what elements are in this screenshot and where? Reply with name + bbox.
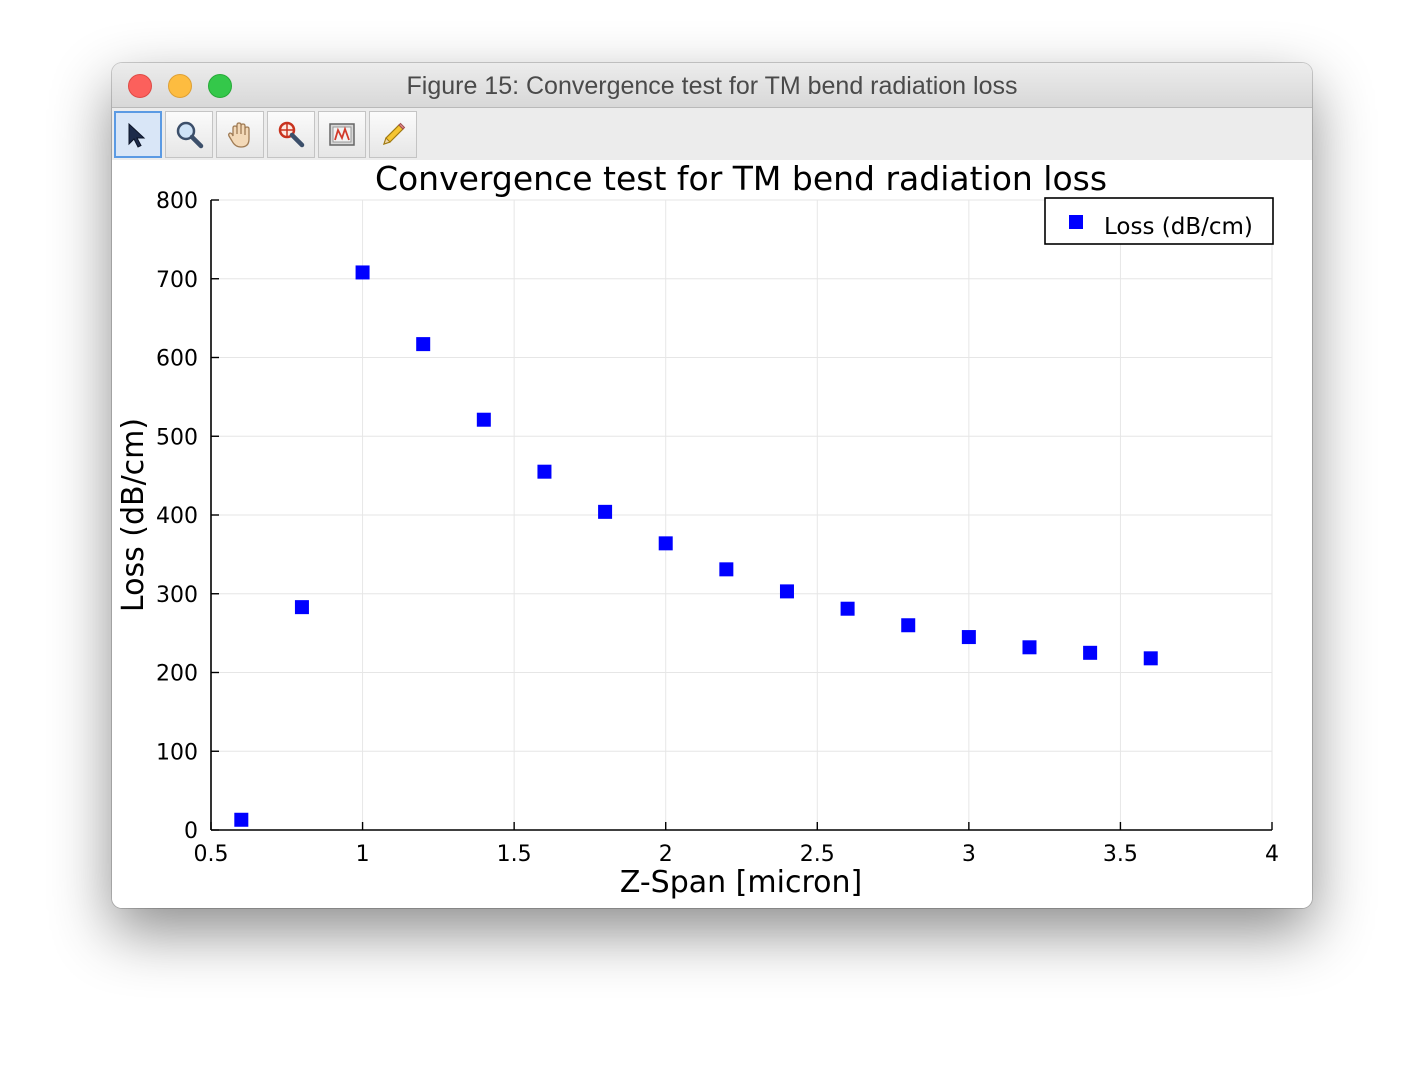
x-tick-label: 0.5 bbox=[194, 842, 229, 867]
data-point bbox=[1143, 651, 1158, 666]
y-tick-label: 0 bbox=[184, 819, 198, 844]
grid-lines bbox=[210, 199, 1273, 831]
x-tick-label: 2 bbox=[659, 842, 673, 867]
zoom-crosshair-icon bbox=[278, 121, 305, 147]
y-tick-label: 700 bbox=[156, 268, 198, 293]
pan-hand-icon bbox=[228, 121, 250, 148]
data-point bbox=[719, 562, 734, 577]
data-point bbox=[901, 618, 916, 633]
data-point bbox=[840, 601, 855, 616]
window-title: Figure 15: Convergence test for TM bend … bbox=[406, 72, 1018, 100]
annotate-tool-button[interactable] bbox=[369, 111, 417, 158]
y-tick-label: 800 bbox=[156, 189, 198, 214]
x-ticks: 0.5 1 1.5 2 2.5 3 3.5 4 bbox=[194, 822, 1279, 867]
data-point bbox=[779, 584, 794, 599]
data-point bbox=[658, 536, 673, 551]
data-point bbox=[598, 504, 613, 519]
maximize-button[interactable] bbox=[208, 74, 232, 98]
x-tick-label: 3.5 bbox=[1103, 842, 1138, 867]
pointer-tool-button[interactable] bbox=[114, 111, 162, 158]
x-tick-label: 2.5 bbox=[800, 842, 835, 867]
scatter-chart[interactable]: Convergence test for TM bend radiation l… bbox=[112, 159, 1312, 908]
zoom-tool-button[interactable] bbox=[165, 111, 213, 158]
close-button[interactable] bbox=[128, 74, 152, 98]
plot-area[interactable]: Convergence test for TM bend radiation l… bbox=[112, 159, 1312, 908]
data-point bbox=[961, 630, 976, 645]
y-tick-label: 100 bbox=[156, 740, 198, 765]
data-point bbox=[1083, 645, 1098, 660]
toolbar bbox=[112, 108, 1312, 160]
zoom-icon bbox=[176, 121, 204, 148]
y-tick-label: 300 bbox=[156, 583, 198, 608]
x-tick-label: 4 bbox=[1265, 842, 1279, 867]
y-axis-label: Loss (dB/cm) bbox=[116, 418, 151, 612]
data-point bbox=[476, 412, 491, 427]
data-view-icon bbox=[329, 122, 355, 146]
data-view-tool-button[interactable] bbox=[318, 111, 366, 158]
legend: Loss (dB/cm) bbox=[1044, 197, 1274, 245]
x-axis-label: Z-Span [micron] bbox=[620, 865, 862, 900]
chart-title: Convergence test for TM bend radiation l… bbox=[375, 160, 1107, 198]
data-point bbox=[355, 265, 370, 280]
data-point bbox=[1022, 640, 1037, 655]
data-point bbox=[294, 600, 309, 615]
zoom-region-tool-button[interactable] bbox=[267, 111, 315, 158]
minimize-button[interactable] bbox=[168, 74, 192, 98]
data-points bbox=[234, 265, 1158, 827]
pencil-icon bbox=[383, 122, 406, 145]
x-tick-label: 3 bbox=[962, 842, 976, 867]
data-point bbox=[234, 812, 249, 827]
figure-window: Figure 15: Convergence test for TM bend … bbox=[112, 63, 1312, 908]
data-point bbox=[416, 337, 431, 352]
y-tick-label: 600 bbox=[156, 347, 198, 372]
x-tick-label: 1 bbox=[356, 842, 370, 867]
x-tick-label: 1.5 bbox=[497, 842, 532, 867]
title-bar[interactable]: Figure 15: Convergence test for TM bend … bbox=[112, 63, 1312, 108]
y-tick-label: 400 bbox=[156, 504, 198, 529]
pan-tool-button[interactable] bbox=[216, 111, 264, 158]
y-ticks: 0 100 200 300 400 500 600 700 800 bbox=[156, 189, 219, 844]
y-tick-label: 500 bbox=[156, 425, 198, 450]
pointer-icon bbox=[128, 122, 146, 148]
legend-marker bbox=[1069, 215, 1083, 229]
y-tick-label: 200 bbox=[156, 662, 198, 687]
legend-label: Loss (dB/cm) bbox=[1104, 214, 1253, 240]
data-point bbox=[537, 464, 552, 479]
